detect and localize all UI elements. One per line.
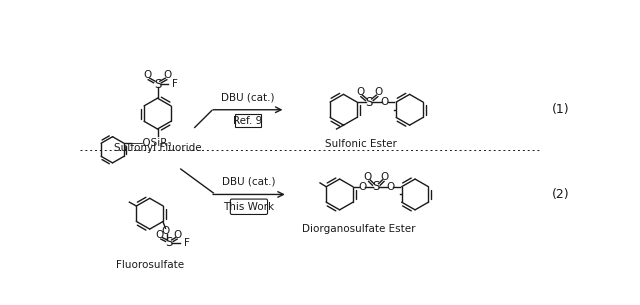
Text: (2): (2) <box>552 188 570 201</box>
Text: This Work: This Work <box>223 202 275 212</box>
Text: Diorganosulfate Ester: Diorganosulfate Ester <box>302 224 416 234</box>
Text: O: O <box>174 230 182 240</box>
Text: Fluorosulfate: Fluorosulfate <box>116 260 184 270</box>
Text: O: O <box>356 87 364 97</box>
Text: O: O <box>358 182 367 192</box>
Text: (1): (1) <box>552 103 570 116</box>
Text: Sulfonyl Fluoride: Sulfonyl Fluoride <box>114 143 202 153</box>
Text: O: O <box>374 87 383 97</box>
Text: F: F <box>184 238 190 248</box>
Text: O: O <box>155 230 163 240</box>
Text: S: S <box>166 236 173 249</box>
Text: O: O <box>381 172 389 182</box>
Text: O: O <box>381 97 389 107</box>
Text: O: O <box>163 70 172 80</box>
Text: Ref. 9: Ref. 9 <box>233 116 262 126</box>
FancyBboxPatch shape <box>235 114 261 127</box>
FancyBboxPatch shape <box>230 199 268 214</box>
Text: S: S <box>365 95 373 109</box>
Text: F: F <box>172 79 178 89</box>
Text: Sulfonic Ester: Sulfonic Ester <box>324 139 397 149</box>
Text: O: O <box>143 70 152 80</box>
Text: O: O <box>386 182 394 192</box>
Text: O: O <box>364 172 372 182</box>
Text: S: S <box>154 78 161 91</box>
Text: DBU (cat.): DBU (cat.) <box>222 177 276 187</box>
Text: —OSiR₃: —OSiR₃ <box>132 138 172 148</box>
Text: O: O <box>161 226 170 236</box>
Text: S: S <box>372 180 380 193</box>
Text: DBU (cat.): DBU (cat.) <box>221 92 275 102</box>
